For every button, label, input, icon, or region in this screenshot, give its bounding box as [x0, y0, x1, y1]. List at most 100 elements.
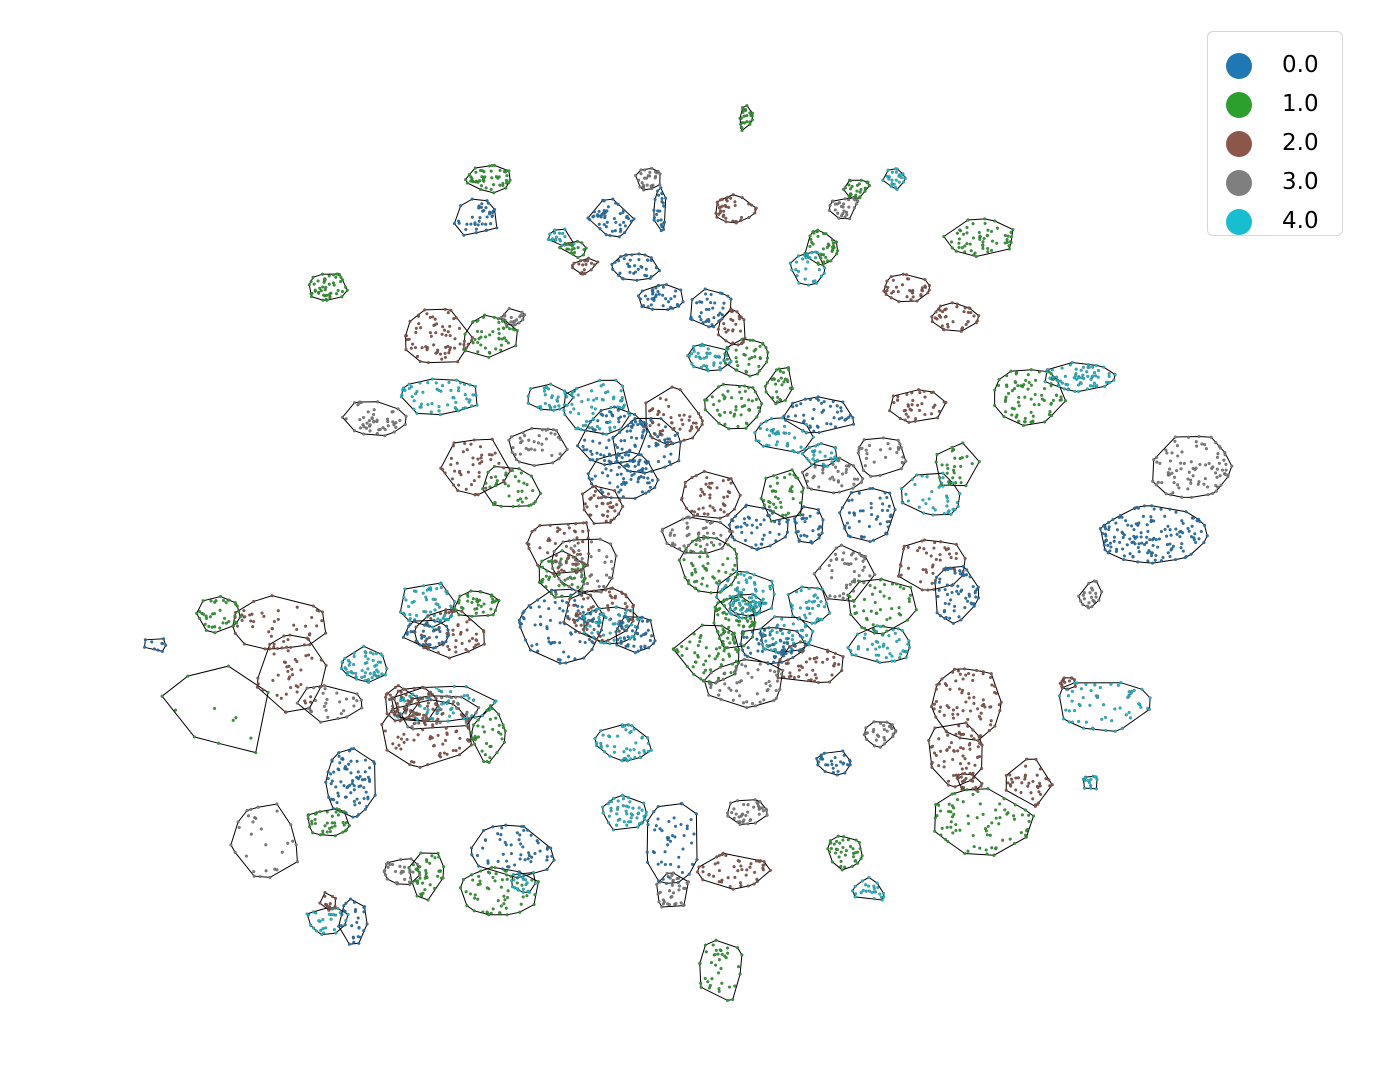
data-point — [1066, 687, 1070, 691]
data-point — [1153, 558, 1157, 562]
data-point — [275, 802, 279, 806]
data-point — [365, 421, 369, 425]
data-point — [453, 337, 457, 341]
data-point — [896, 438, 900, 442]
data-point — [608, 428, 612, 433]
data-point — [618, 817, 622, 821]
data-point — [780, 672, 784, 676]
data-point — [681, 847, 685, 851]
data-point — [608, 233, 612, 238]
data-point — [953, 604, 957, 608]
data-point — [935, 611, 939, 615]
data-point — [896, 395, 900, 399]
data-point — [882, 735, 886, 739]
data-point — [519, 842, 523, 846]
data-point — [613, 425, 617, 429]
data-point — [691, 564, 695, 568]
data-point — [1137, 542, 1141, 546]
data-point — [403, 422, 407, 427]
data-point — [886, 508, 890, 513]
data-point — [841, 845, 845, 850]
data-point — [489, 594, 493, 598]
data-point — [753, 211, 757, 215]
data-point — [604, 233, 608, 237]
data-point — [573, 568, 577, 572]
data-point — [933, 508, 937, 512]
data-point — [694, 421, 698, 425]
data-point — [607, 438, 611, 442]
data-point — [573, 618, 577, 623]
cluster-hull — [764, 367, 793, 405]
data-point — [255, 685, 259, 689]
data-point — [803, 644, 807, 648]
data-point — [544, 428, 548, 432]
data-point — [983, 705, 987, 709]
data-point — [833, 756, 837, 760]
data-point — [595, 741, 599, 745]
data-point — [918, 391, 922, 395]
data-point — [470, 714, 474, 718]
data-point — [642, 187, 646, 191]
data-point — [545, 867, 549, 872]
data-point — [770, 628, 774, 632]
data-point — [1137, 550, 1141, 554]
cluster-hull — [1099, 505, 1208, 564]
data-point — [889, 296, 893, 300]
data-point — [561, 540, 565, 544]
data-point — [723, 410, 727, 414]
data-point — [728, 594, 732, 598]
data-point — [636, 825, 640, 829]
data-point — [558, 560, 562, 564]
data-point — [868, 487, 872, 491]
data-point — [611, 397, 615, 401]
data-point — [1203, 477, 1207, 481]
data-point — [472, 698, 476, 702]
data-point — [233, 614, 237, 618]
data-point — [765, 808, 769, 812]
data-point — [604, 495, 608, 499]
data-point — [977, 460, 981, 464]
data-point — [481, 610, 485, 614]
data-point — [976, 707, 980, 711]
data-point — [451, 711, 455, 715]
data-point — [394, 425, 398, 429]
data-point — [981, 240, 985, 244]
data-point — [490, 453, 494, 457]
data-point — [476, 350, 480, 354]
data-point — [580, 593, 584, 597]
data-point — [572, 407, 576, 411]
data-point — [475, 329, 480, 333]
data-point — [1109, 682, 1113, 686]
data-point — [762, 698, 766, 702]
data-point — [473, 221, 477, 225]
data-point — [487, 212, 492, 216]
data-point — [966, 724, 970, 728]
data-point — [562, 569, 566, 573]
data-point — [582, 597, 586, 601]
data-point — [352, 704, 356, 708]
data-point — [460, 609, 464, 613]
data-point — [1131, 554, 1135, 558]
data-point — [977, 714, 981, 719]
data-point — [648, 434, 653, 438]
data-point — [704, 659, 708, 663]
data-point — [1029, 368, 1033, 372]
data-point — [968, 575, 972, 579]
data-point — [872, 720, 876, 724]
data-point — [722, 209, 726, 213]
data-point — [895, 187, 899, 192]
data-point — [737, 859, 741, 863]
data-point — [899, 487, 904, 491]
data-point — [1048, 410, 1052, 414]
data-point — [749, 203, 754, 207]
data-point — [761, 809, 765, 813]
data-point — [302, 643, 306, 647]
data-point — [402, 595, 406, 599]
data-point — [846, 646, 850, 650]
data-point — [717, 869, 721, 873]
data-point — [1038, 784, 1042, 788]
data-point — [648, 409, 652, 413]
data-point — [887, 596, 891, 600]
data-point — [592, 210, 596, 214]
data-point — [847, 499, 851, 503]
